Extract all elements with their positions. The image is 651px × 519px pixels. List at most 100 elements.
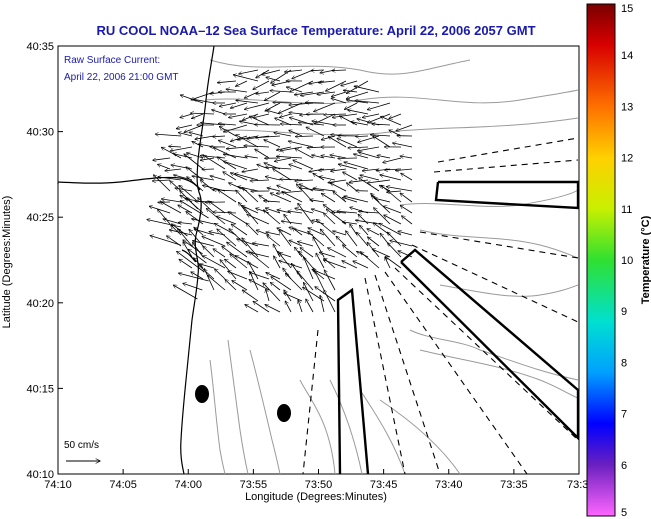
current-vector: [273, 102, 292, 103]
current-vector: [253, 301, 270, 313]
current-vector: [324, 213, 336, 225]
current-vector: [153, 175, 171, 192]
current-vector: [264, 91, 281, 101]
current-vector: [383, 206, 402, 214]
current-vector: [337, 211, 358, 213]
current-vector: [385, 257, 402, 269]
x-tick-label: 73:40: [435, 479, 463, 491]
current-vector: [267, 110, 281, 115]
current-vector: [239, 69, 259, 74]
current-vector: [193, 243, 204, 258]
current-vector: [381, 185, 402, 203]
current-vector: [202, 236, 226, 247]
current-vector: [353, 261, 369, 269]
current-vector: [158, 209, 171, 225]
current-vector: [337, 138, 358, 148]
current-vector: [342, 261, 358, 269]
current-vector: [223, 161, 248, 170]
current-vector: [367, 102, 391, 110]
current-vector: [265, 177, 281, 181]
current-vector: [338, 164, 358, 170]
current-vector: [250, 271, 259, 291]
current-vector: [245, 156, 259, 158]
current-vector: [401, 173, 413, 181]
current-vector: [152, 180, 171, 181]
current-vector: [387, 232, 402, 247]
colorbar-tick-label: 12: [621, 153, 633, 165]
y-tick-label: 40:35: [26, 41, 54, 53]
current-vector: [226, 89, 248, 93]
colorbar-gradient: [586, 3, 616, 517]
current-vector: [180, 191, 199, 210]
current-vector: [179, 185, 197, 201]
current-vector: [232, 281, 248, 291]
current-vector: [292, 69, 314, 79]
current-vector: [297, 271, 314, 291]
current-vector: [298, 123, 325, 126]
current-vector: [320, 295, 325, 313]
current-vector: [204, 269, 215, 291]
current-vector: [390, 241, 413, 247]
current-vector: [396, 169, 413, 171]
current-vector: [266, 289, 270, 302]
current-vector: [161, 199, 182, 203]
current-vector: [367, 229, 380, 236]
current-vector: [389, 113, 402, 119]
current-vector: [359, 178, 380, 192]
current-vector: [342, 222, 358, 225]
current-vector: [304, 282, 314, 302]
current-vector: [192, 176, 215, 181]
current-vector: [235, 174, 259, 181]
current-vector: [242, 290, 259, 302]
x-tick-label: 73:50: [305, 479, 333, 491]
current-vector: [219, 127, 237, 137]
current-vector: [200, 180, 215, 192]
current-vector: [321, 156, 336, 159]
current-vector: [173, 154, 193, 159]
current-vector: [402, 216, 413, 225]
x-tick-label: 73:45: [370, 479, 398, 491]
current-vector: [266, 77, 281, 82]
current-vector: [367, 113, 391, 123]
current-vector: [323, 260, 347, 269]
current-vector: [303, 257, 314, 280]
current-vector: [242, 168, 259, 172]
current-vector: [219, 102, 237, 106]
current-vector: [306, 127, 325, 137]
current-vector: [233, 75, 259, 82]
colorbar: 15 14 13 12 11 10 9 8 7 6 5 Temperature (°C): [586, 3, 651, 519]
x-tick-label: 74:05: [109, 479, 137, 491]
current-vector: [324, 290, 336, 313]
current-vector: [253, 80, 270, 90]
current-vector: [172, 224, 188, 237]
current-vector: [276, 190, 303, 193]
current-vector: [176, 124, 193, 129]
current-vector: [270, 282, 281, 291]
current-vector: [213, 136, 226, 137]
current-vector: [295, 136, 314, 137]
current-vector: [183, 242, 193, 258]
current-vector: [320, 229, 336, 247]
current-vector: [236, 135, 259, 148]
current-vector: [275, 118, 292, 126]
y-tick-label: 40:30: [26, 127, 54, 139]
current-vector: [346, 91, 369, 99]
y-tick-label: 40:25: [26, 212, 54, 224]
current-vector: [374, 208, 391, 225]
current-vector: [244, 102, 270, 109]
current-vector: [192, 241, 215, 247]
colorbar-ticks: 15 14 13 12 11 10 9 8 7 6 5: [621, 3, 633, 519]
current-vector: [388, 243, 402, 258]
current-vector: [245, 305, 259, 313]
current-vector: [203, 256, 226, 269]
current-vector: [223, 172, 237, 181]
coverage-dashed-rays: [302, 137, 579, 475]
current-vector: [248, 261, 259, 280]
current-vector: [333, 231, 347, 236]
current-vector: [173, 285, 198, 300]
current-vector: [328, 248, 347, 258]
current-vector: [177, 251, 205, 273]
current-vector: [331, 168, 347, 171]
current-vector: [212, 110, 226, 115]
current-vector: [228, 212, 248, 225]
